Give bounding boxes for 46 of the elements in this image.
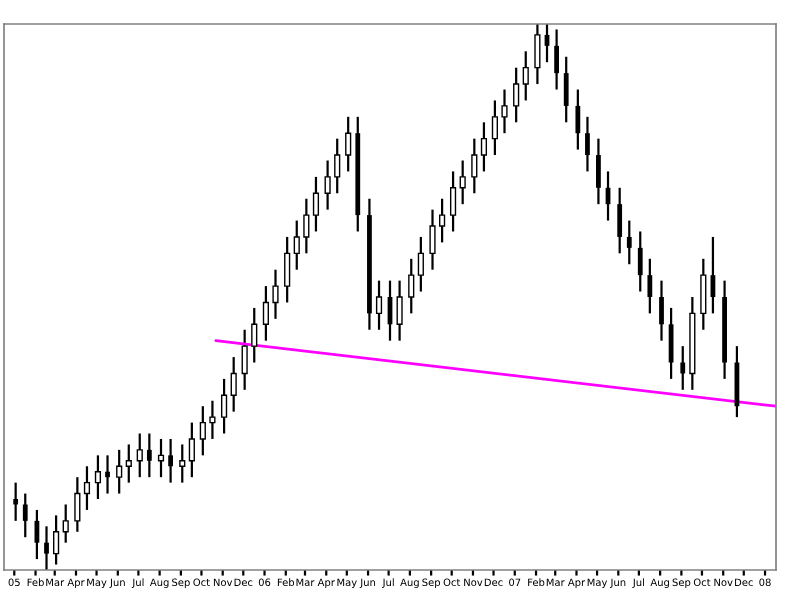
candlestick (596, 137, 601, 206)
candlestick (513, 66, 520, 124)
candlestick (585, 115, 590, 173)
candlestick (396, 279, 403, 342)
candlestick (146, 432, 152, 479)
candlestick (345, 115, 352, 173)
candlestick (534, 22, 541, 86)
candlestick (637, 230, 643, 293)
candlestick (626, 219, 632, 266)
candlestick (116, 448, 123, 495)
candlestick (575, 88, 581, 151)
candlestick (449, 170, 457, 233)
candlestick (647, 257, 653, 315)
candlestick (179, 443, 186, 484)
candlestick (230, 355, 237, 413)
candlestick (62, 503, 69, 544)
candlestick (668, 306, 674, 381)
candlestick (459, 159, 466, 206)
candlestick (44, 525, 49, 572)
candlestick (220, 377, 228, 435)
candlestick (53, 514, 60, 566)
candlestick (408, 257, 415, 315)
candlestick (680, 345, 686, 391)
candlestick (522, 50, 529, 102)
candlestick (471, 137, 478, 195)
candlestick (74, 476, 81, 533)
candlestick (563, 55, 569, 124)
candlestick (13, 481, 19, 522)
candlestick (157, 437, 165, 479)
candlestick (659, 279, 664, 342)
candlestick (22, 492, 28, 539)
candlestick (417, 235, 424, 293)
candlestick (554, 28, 559, 91)
candlestick (312, 175, 320, 233)
candlestick (617, 186, 623, 255)
candlestick (700, 257, 707, 331)
candlestick (94, 454, 102, 501)
candlestick (125, 443, 132, 484)
candlestick (136, 432, 143, 479)
candlestick (375, 279, 383, 331)
candlestick (105, 454, 110, 495)
candlestick (168, 437, 173, 484)
candlestick (480, 121, 488, 173)
candlestick (284, 235, 291, 304)
candlestick (188, 421, 195, 479)
candlestick (83, 465, 91, 512)
